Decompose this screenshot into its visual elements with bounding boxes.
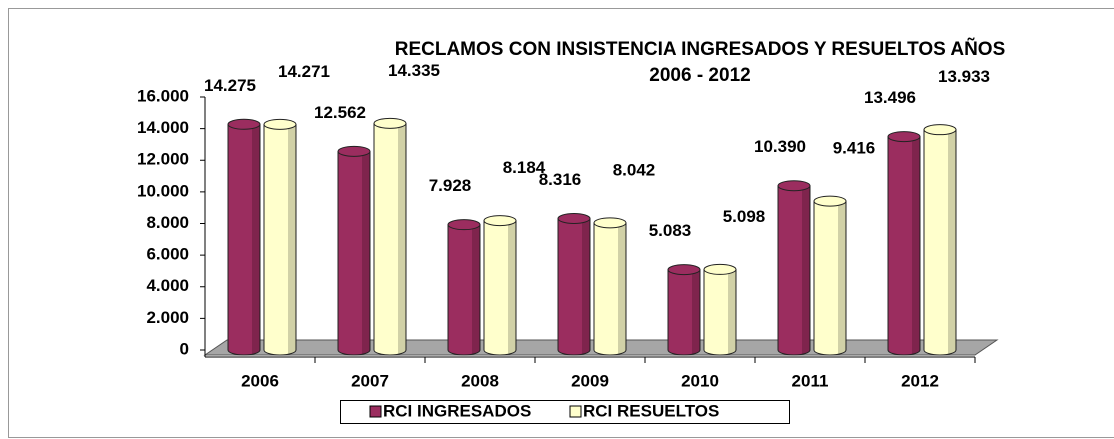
- value-label: 10.390: [754, 137, 806, 156]
- x-tick-label: 2012: [901, 371, 939, 390]
- legend-label: RCI INGRESADOS: [383, 401, 531, 420]
- x-tick-label: 2008: [461, 371, 499, 390]
- y-tick-label: 10.000: [137, 181, 189, 200]
- bar-shade: [692, 269, 700, 354]
- legend-swatch: [569, 405, 582, 418]
- bar-shade: [362, 151, 370, 354]
- x-tick-label: 2007: [351, 371, 389, 390]
- bar: [887, 136, 921, 356]
- bar: [593, 222, 627, 356]
- bar-top: [703, 263, 737, 275]
- y-tick-label: 6.000: [146, 245, 189, 264]
- x-tick-label: 2006: [241, 371, 279, 390]
- bar-top: [777, 180, 811, 192]
- value-label: 13.933: [938, 67, 990, 86]
- bar: [923, 129, 957, 356]
- chart-title: 2006 - 2012: [649, 65, 750, 86]
- bar-top: [483, 215, 517, 227]
- bar: [227, 123, 261, 356]
- bar-top: [593, 217, 627, 229]
- value-label: 7.928: [429, 176, 472, 195]
- bar-shade: [508, 220, 516, 354]
- legend-box: [340, 400, 790, 424]
- bar: [483, 220, 517, 356]
- value-label: 12.562: [314, 103, 366, 122]
- bar-top: [447, 219, 481, 231]
- bar-top: [667, 264, 701, 276]
- value-label: 13.496: [864, 88, 916, 107]
- bar-top: [887, 131, 921, 143]
- bar-top: [337, 145, 371, 157]
- bar: [373, 122, 407, 356]
- value-label: 8.042: [613, 160, 656, 179]
- x-tick-label: 2010: [681, 371, 719, 390]
- bar-top: [227, 118, 261, 130]
- y-tick-label: 14.000: [137, 118, 189, 137]
- y-tick-label: 4.000: [146, 276, 189, 295]
- value-label: 8.316: [539, 170, 582, 189]
- bar-top: [813, 195, 847, 207]
- bar: [447, 224, 481, 356]
- y-tick-label: 8.000: [146, 213, 189, 232]
- value-label: 14.271: [278, 62, 330, 81]
- value-label: 5.098: [723, 207, 766, 226]
- bar: [667, 269, 701, 356]
- bar-shade: [582, 218, 590, 354]
- bar-shade: [912, 136, 920, 354]
- bar-shade: [948, 129, 956, 354]
- y-tick-label: 16.000: [137, 86, 189, 105]
- legend-swatch: [369, 405, 382, 418]
- bar: [777, 185, 811, 356]
- bar: [263, 123, 297, 356]
- bar-top: [557, 213, 591, 225]
- bar-shade: [288, 124, 296, 354]
- value-label: 14.275: [204, 76, 256, 95]
- legend-label: RCI RESUELTOS: [583, 401, 719, 420]
- bar: [557, 218, 591, 356]
- bar: [813, 200, 847, 356]
- value-label: 8.184: [503, 158, 546, 177]
- bar: [337, 150, 371, 356]
- bar-shade: [728, 269, 736, 354]
- x-tick-label: 2009: [571, 371, 609, 390]
- value-label: 14.335: [388, 61, 440, 80]
- y-tick-label: 12.000: [137, 150, 189, 169]
- bar-shade: [252, 124, 260, 354]
- bar-shade: [398, 123, 406, 354]
- bar-top: [373, 117, 407, 129]
- y-tick-label: 2.000: [146, 308, 189, 327]
- bar-top: [923, 124, 957, 136]
- x-tick-label: 2011: [792, 371, 829, 390]
- bar-shade: [618, 222, 626, 354]
- value-label: 5.083: [649, 221, 692, 240]
- bar-shade: [472, 224, 480, 354]
- bar: [703, 268, 737, 356]
- bar-shade: [802, 185, 810, 354]
- chart-title: RECLAMOS CON INSISTENCIA INGRESADOS Y RE…: [395, 38, 1006, 60]
- y-tick-label: 0: [180, 339, 189, 358]
- bar-shade: [838, 201, 846, 354]
- bar-top: [263, 118, 297, 130]
- value-label: 9.416: [833, 139, 876, 158]
